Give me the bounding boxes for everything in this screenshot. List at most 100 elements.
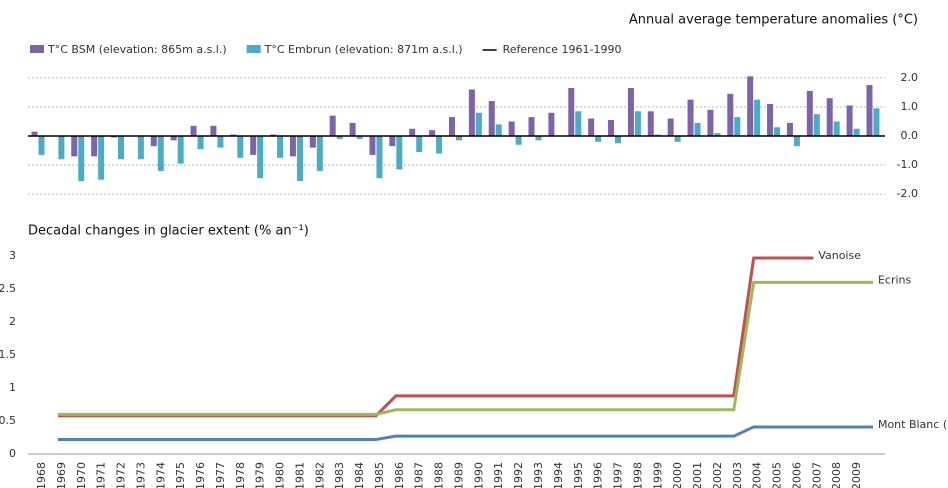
bar: [177, 136, 184, 164]
bar: [210, 125, 217, 136]
chart-title: Decadal changes in glacier extent (% an⁻…: [28, 224, 309, 239]
bar: [714, 133, 721, 136]
bar: [237, 136, 244, 158]
x-tick-label: 2003: [731, 462, 744, 488]
bar: [429, 130, 436, 136]
x-tick-label: 1983: [333, 462, 346, 488]
bar: [91, 136, 98, 157]
bar: [197, 136, 204, 150]
bar: [468, 89, 475, 136]
legend-label: T°C Embrun (elevation: 871m a.s.l.): [264, 43, 463, 56]
bar: [416, 136, 423, 152]
bar: [754, 99, 761, 136]
bar: [250, 136, 257, 155]
x-tick-label: 1993: [532, 462, 545, 488]
series-label: Mont Blanc (FR): [878, 418, 948, 431]
bar: [535, 136, 542, 141]
x-tick-label: 1978: [234, 462, 247, 488]
bar: [634, 111, 641, 136]
bar: [118, 136, 125, 160]
x-tick-label: 1971: [95, 462, 108, 488]
x-tick-label: 1995: [572, 462, 585, 488]
bar: [349, 122, 356, 136]
bar: [389, 136, 396, 147]
bar: [515, 136, 522, 145]
x-tick-label: 2004: [751, 462, 764, 488]
bar: [448, 117, 455, 136]
bar: [488, 101, 495, 136]
x-tick-label: 1997: [612, 462, 625, 488]
bar: [826, 98, 833, 136]
x-tick-label: 1998: [631, 462, 644, 488]
bar: [137, 136, 144, 160]
bar: [78, 136, 85, 182]
x-tick-label: 2006: [790, 462, 803, 488]
x-tick-label: 1982: [313, 462, 326, 488]
bar: [806, 90, 813, 136]
bar: [608, 120, 615, 136]
bar: [833, 121, 840, 136]
bar: [846, 105, 853, 136]
bar: [727, 93, 734, 136]
bar: [455, 136, 462, 141]
bar: [475, 112, 482, 136]
bar: [647, 111, 654, 136]
bar: [316, 136, 323, 171]
y-tick-label: 0: [9, 447, 16, 460]
bar: [150, 136, 157, 147]
x-tick-label: 1981: [293, 462, 306, 488]
bar: [329, 115, 336, 136]
x-tick-label: 1985: [373, 462, 386, 488]
bar: [747, 76, 754, 136]
x-tick-label: 1990: [472, 462, 485, 488]
bar: [376, 136, 383, 179]
bar: [289, 136, 296, 157]
x-tick-label: 2000: [671, 462, 684, 488]
series-line: [57, 280, 873, 416]
bar: [687, 99, 694, 136]
x-tick-label: 2002: [711, 462, 724, 488]
y-tick-label: 1.0: [901, 100, 919, 113]
x-tick-label: 1975: [174, 462, 187, 488]
y-tick-label: 1.5: [0, 348, 16, 361]
bar: [436, 136, 443, 154]
bar: [767, 104, 774, 136]
bar: [615, 136, 622, 144]
x-tick-label: 1970: [75, 462, 88, 488]
x-tick-label: 1968: [35, 462, 48, 488]
bar: [588, 118, 595, 136]
y-tick-label: 1: [9, 381, 16, 394]
series-line: [57, 425, 873, 441]
legend-label: T°C BSM (elevation: 865m a.s.l.): [47, 43, 227, 56]
x-tick-label: 1994: [552, 462, 565, 488]
series-label: Vanoise: [818, 249, 861, 262]
y-tick-label: 2: [9, 315, 16, 328]
bar: [71, 136, 78, 157]
bar: [707, 109, 714, 136]
bar: [336, 136, 343, 139]
bar: [369, 136, 376, 155]
bar: [277, 136, 284, 158]
legend-swatch: [30, 45, 44, 53]
bar: [793, 136, 800, 147]
x-tick-label: 1992: [512, 462, 525, 488]
bar: [774, 127, 781, 136]
bar: [667, 118, 674, 136]
x-tick-label: 1991: [492, 462, 505, 488]
bar: [853, 128, 860, 136]
y-tick-label: -1.0: [897, 158, 918, 171]
legend-swatch: [246, 45, 261, 53]
x-tick-label: 2008: [830, 462, 843, 488]
bar: [296, 136, 303, 182]
x-tick-label: 1988: [433, 462, 446, 488]
x-tick-label: 1974: [154, 462, 167, 488]
y-tick-label: -2.0: [897, 187, 918, 200]
bar: [257, 136, 264, 179]
bar: [575, 111, 582, 136]
bar: [568, 88, 575, 136]
bar: [548, 112, 555, 136]
series-label: Ecrins: [878, 273, 912, 286]
x-tick-label: 1969: [55, 462, 68, 488]
bar: [409, 128, 416, 136]
